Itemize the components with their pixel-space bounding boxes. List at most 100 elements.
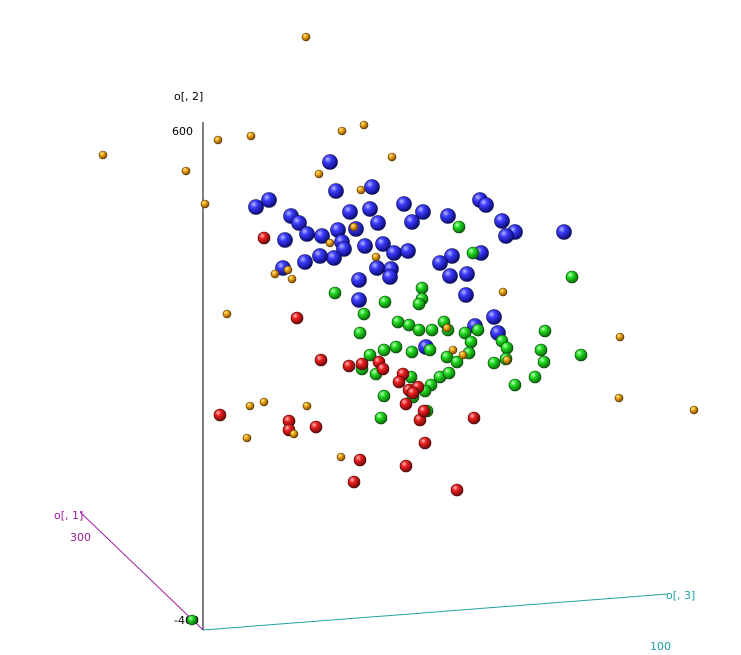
data-point [363,348,377,362]
data-point [314,353,328,367]
data-point [259,397,269,407]
data-point [270,269,280,279]
data-point [534,343,548,357]
data-point [349,222,359,232]
data-point [342,204,358,220]
data-point [391,315,405,329]
data-point [402,318,416,332]
data-point [406,386,420,400]
data-point [498,228,514,244]
data-point [371,252,381,262]
data-point [565,270,579,284]
data-point [213,135,223,145]
z-axis-label: o[, 2] [174,90,203,103]
x-axis-label: o[, 1] [54,509,83,522]
data-point [325,238,335,248]
data-point [448,345,458,355]
data-point [471,323,485,337]
data-point [301,32,311,42]
data-point [458,287,474,303]
data-point [418,436,432,450]
data-point [369,260,385,276]
data-point [615,332,625,342]
data-point [432,255,448,271]
data-point [404,214,420,230]
data-point [399,459,413,473]
data-point [442,268,458,284]
data-point [291,215,307,231]
data-point [302,401,312,411]
data-point [389,340,403,354]
data-point [299,226,315,242]
y-axis-tick-label: 100 [650,640,671,653]
data-point [322,154,338,170]
data-point [257,231,271,245]
data-point [689,405,699,415]
y-axis-line [202,593,669,631]
data-point [464,335,478,349]
data-point [478,197,494,213]
data-point [500,341,514,355]
x-axis-line [79,511,204,631]
data-point [309,420,323,434]
data-point [312,248,328,264]
data-point [378,295,392,309]
data-point [459,266,475,282]
data-point [283,265,293,275]
y-axis-label: o[, 3] [666,589,695,602]
data-point [290,311,304,325]
data-point [314,228,330,244]
data-point [287,274,297,284]
data-point [486,309,502,325]
data-point [246,131,256,141]
data-point [387,152,397,162]
origin-point [186,614,198,626]
data-point [277,232,293,248]
data-point [351,272,367,288]
data-point [458,326,472,340]
data-point [377,389,391,403]
data-point [440,208,456,224]
data-point [537,355,551,369]
data-point [400,243,416,259]
data-point [362,201,378,217]
data-point [248,199,264,215]
data-point [528,370,542,384]
data-point [396,196,412,212]
data-point [405,345,419,359]
data-point [370,215,386,231]
data-point [351,292,367,308]
data-point [450,355,464,369]
data-point [356,185,366,195]
data-point [355,357,369,371]
data-point [442,366,456,380]
data-point [417,404,431,418]
series-3 [98,32,699,462]
data-point [326,250,342,266]
data-point [337,126,347,136]
data-point [538,324,552,338]
data-point [415,204,431,220]
data-point [382,269,398,285]
data-point [614,393,624,403]
points-layer [98,32,699,626]
data-point [289,429,299,439]
data-point [412,297,426,311]
data-point [359,120,369,130]
data-point [328,183,344,199]
data-point [364,179,380,195]
data-point [222,309,232,319]
data-point [487,356,501,370]
series-0 [248,154,572,355]
data-point [342,359,356,373]
data-point [399,397,413,411]
data-point [336,452,346,462]
data-point [245,401,255,411]
data-point [494,213,510,229]
series-2 [213,231,481,497]
z-axis-tick-label: 600 [172,125,193,138]
data-point [442,323,452,333]
data-point [374,411,388,425]
data-point [556,224,572,240]
